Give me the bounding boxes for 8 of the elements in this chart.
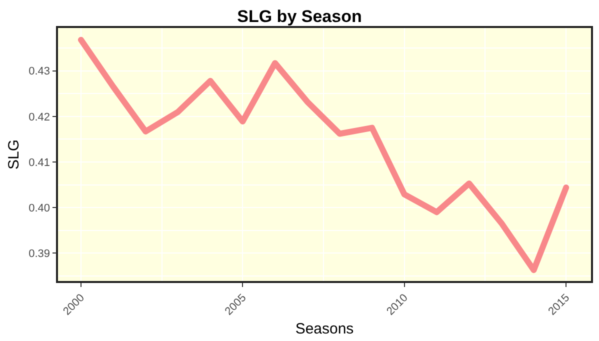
x-axis-title: Seasons xyxy=(295,320,354,338)
y-tick-label: 0.40 xyxy=(28,202,50,214)
chart-title: SLG by Season xyxy=(237,7,362,26)
y-tick-label: 0.39 xyxy=(28,248,50,260)
y-tick-label: 0.43 xyxy=(28,66,50,78)
y-tick-label: 0.42 xyxy=(28,111,50,124)
y-tick-label: 0.41 xyxy=(28,156,50,169)
y-axis-title: SLG xyxy=(5,139,22,170)
